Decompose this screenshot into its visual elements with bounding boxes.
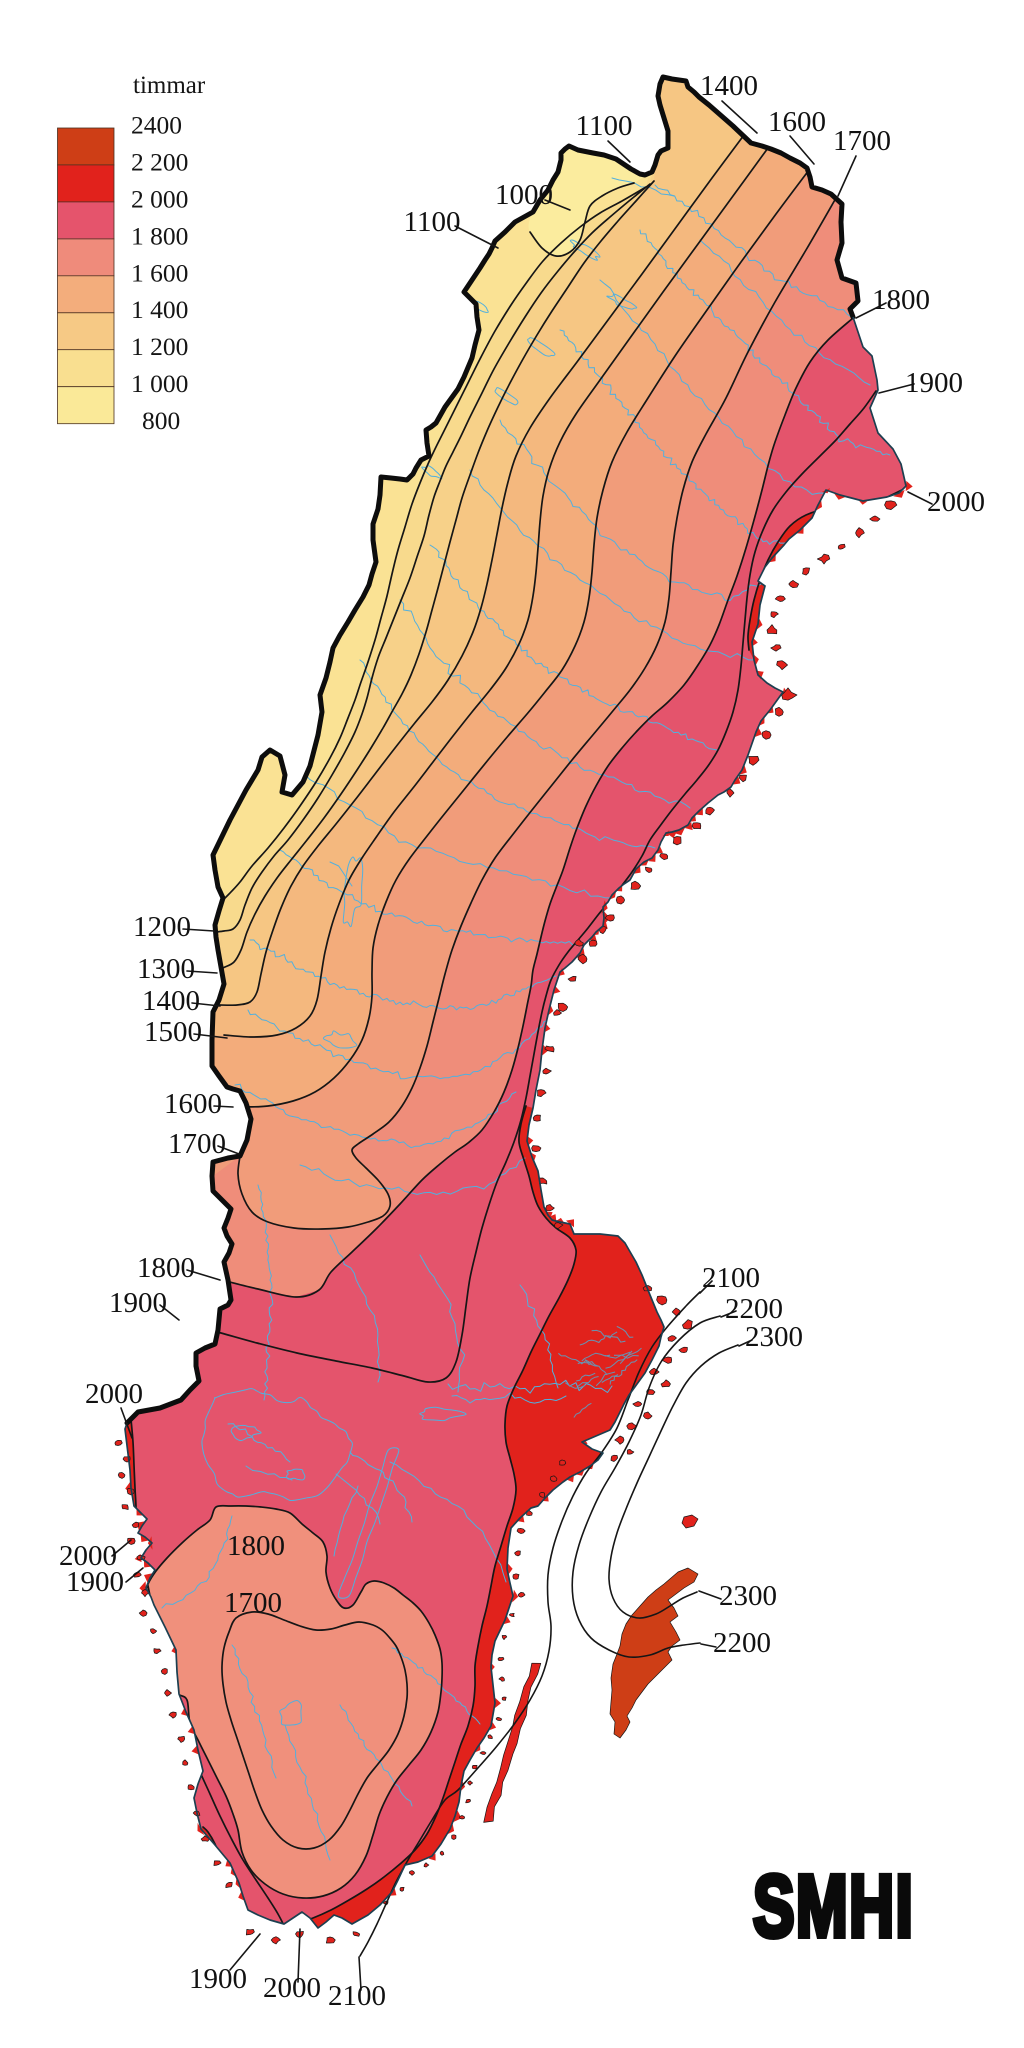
svg-text:2000: 2000 <box>59 1540 117 1572</box>
svg-text:2100: 2100 <box>702 1262 760 1294</box>
svg-text:1200: 1200 <box>133 911 191 943</box>
svg-text:800: 800 <box>142 406 180 435</box>
svg-text:1900: 1900 <box>189 1963 247 1995</box>
svg-text:SMHI: SMHI <box>753 1859 914 1956</box>
svg-text:1500: 1500 <box>144 1016 202 1048</box>
svg-text:2000: 2000 <box>263 1972 321 2004</box>
svg-text:2200: 2200 <box>725 1293 783 1325</box>
svg-text:1 600: 1 600 <box>131 258 188 287</box>
svg-text:1400: 1400 <box>142 985 200 1017</box>
svg-text:1 200: 1 200 <box>131 332 188 361</box>
svg-text:1000: 1000 <box>495 179 553 211</box>
svg-text:2 000: 2 000 <box>131 184 188 213</box>
svg-text:1 400: 1 400 <box>131 295 188 324</box>
svg-text:2200: 2200 <box>713 1627 771 1659</box>
svg-text:2400: 2400 <box>131 111 182 140</box>
svg-text:2000: 2000 <box>85 1378 143 1410</box>
svg-text:1600: 1600 <box>768 106 826 138</box>
svg-text:1700: 1700 <box>168 1128 226 1160</box>
svg-text:2 200: 2 200 <box>131 147 188 176</box>
svg-text:timmar: timmar <box>133 72 206 99</box>
svg-text:1800: 1800 <box>872 284 930 316</box>
svg-text:2100: 2100 <box>328 1980 386 2012</box>
svg-text:1600: 1600 <box>164 1088 222 1120</box>
svg-text:1 800: 1 800 <box>131 221 188 250</box>
svg-text:1800: 1800 <box>137 1252 195 1284</box>
svg-text:1900: 1900 <box>66 1566 124 1598</box>
svg-text:2300: 2300 <box>745 1321 803 1353</box>
svg-text:1700: 1700 <box>224 1587 282 1619</box>
svg-text:1400: 1400 <box>700 70 758 102</box>
svg-text:1100: 1100 <box>404 206 461 238</box>
svg-text:1300: 1300 <box>137 953 195 985</box>
svg-text:1700: 1700 <box>833 125 891 157</box>
svg-text:2000: 2000 <box>927 486 985 518</box>
svg-text:1100: 1100 <box>576 110 633 142</box>
svg-text:1 000: 1 000 <box>131 369 188 398</box>
svg-text:2300: 2300 <box>719 1580 777 1612</box>
svg-text:1900: 1900 <box>905 367 963 399</box>
svg-text:1900: 1900 <box>109 1287 167 1319</box>
svg-text:1800: 1800 <box>227 1530 285 1562</box>
